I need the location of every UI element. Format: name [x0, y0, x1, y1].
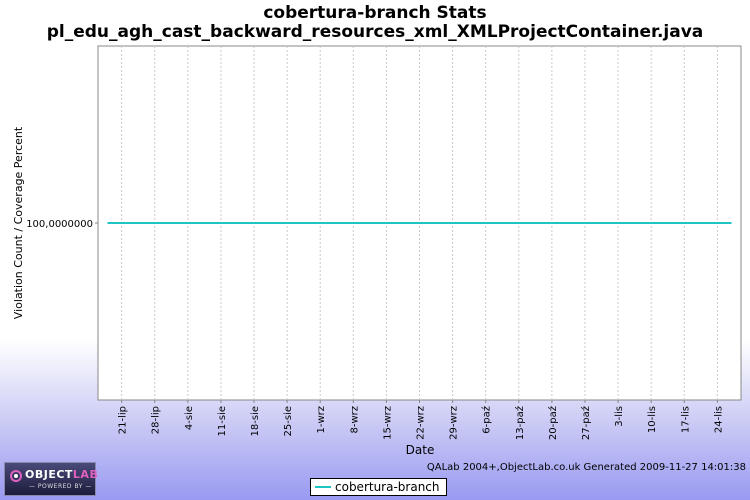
- x-axis-label: Date: [406, 443, 435, 457]
- x-tick-label: 4-sie: [184, 406, 195, 430]
- x-tick-layer: 21-lip 28-lip 4-sie 11-sie 18-sie 25-sie 1-wrz…: [118, 400, 724, 440]
- y-axis-label: Violation Count / Coverage Percent: [12, 126, 25, 319]
- logo-icon: [10, 470, 22, 482]
- x-tick-label: 25-sie: [283, 406, 294, 436]
- x-tick-label: 10-lis: [647, 406, 658, 433]
- x-tick-label: 3-lis: [614, 406, 625, 427]
- x-tick-label: 1-wrz: [316, 406, 327, 434]
- x-tick-label: 22-wrz: [416, 406, 427, 440]
- x-tick-label: 27-paź: [580, 406, 592, 440]
- chart-subtitle: pl_edu_agh_cast_backward_resources_xml_X…: [46, 22, 704, 42]
- x-tick-label: 6-paź: [481, 406, 493, 434]
- x-tick-label: 29-wrz: [449, 406, 460, 440]
- x-tick-label: 15-wrz: [382, 406, 393, 440]
- x-tick-label: 20-paź: [547, 406, 559, 440]
- logo-tagline: — POWERED BY —: [29, 483, 92, 490]
- x-tick-label: 28-lip: [151, 406, 162, 434]
- legend: cobertura-branch: [310, 478, 447, 496]
- x-tick-label: 11-sie: [217, 406, 228, 436]
- chart-title: cobertura-branch Stats: [263, 3, 487, 23]
- y-tick-label: 100,0000000: [26, 219, 93, 230]
- y-tick-layer: 100,0000000: [26, 219, 98, 230]
- x-tick-label: 8-wrz: [349, 406, 360, 434]
- generated-footer: QALab 2004+,ObjectLab.co.uk Generated 20…: [426, 462, 746, 473]
- x-tick-label: 17-lis: [680, 406, 691, 433]
- legend-swatch: [315, 486, 331, 488]
- legend-label: cobertura-branch: [335, 480, 440, 494]
- logo-name: OBJECTLAB: [25, 468, 99, 481]
- objectlab-logo: OBJECTLAB — POWERED BY —: [4, 462, 99, 496]
- x-tick-label: 18-sie: [250, 406, 261, 436]
- x-tick-label: 21-lip: [118, 406, 129, 434]
- x-tick-label: 24-lis: [713, 406, 724, 433]
- x-tick-label: 13-paź: [514, 406, 526, 440]
